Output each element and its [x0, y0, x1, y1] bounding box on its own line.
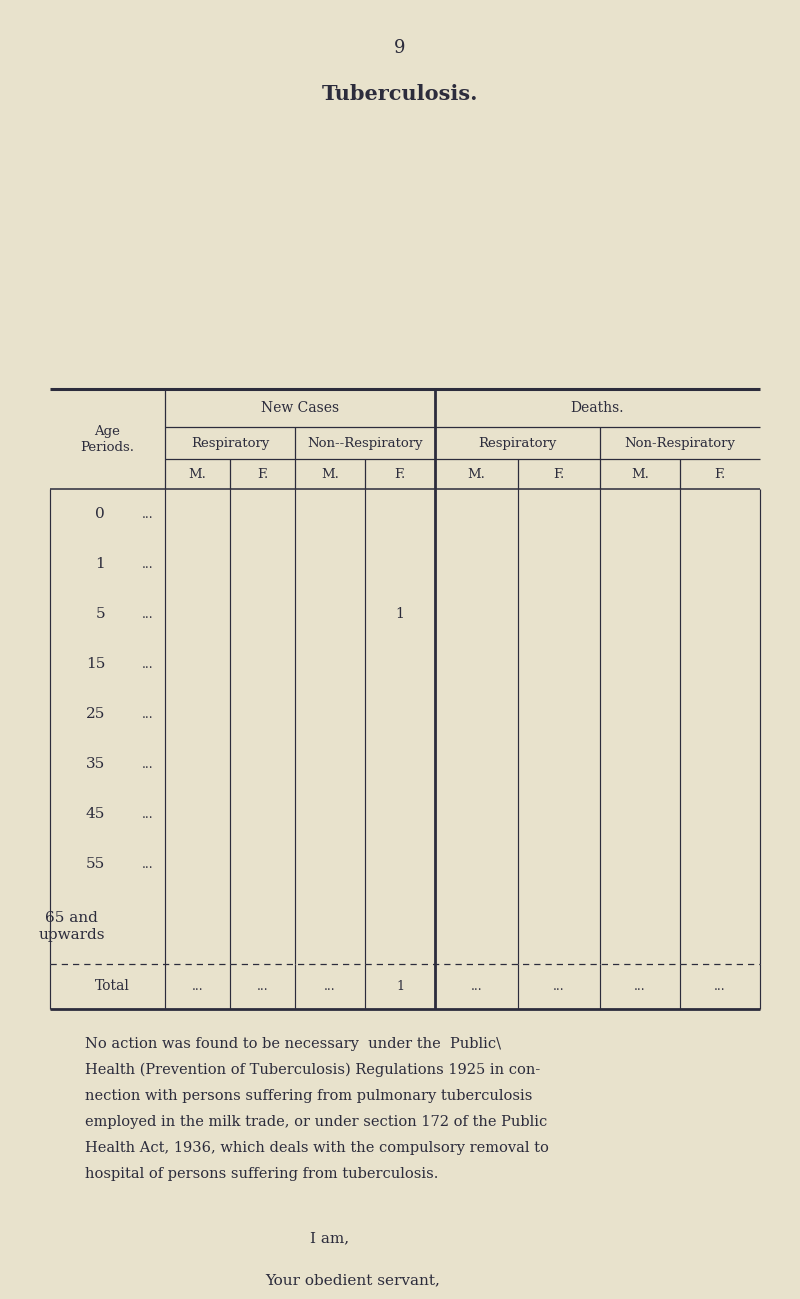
- Text: 1: 1: [95, 557, 105, 572]
- Text: 55: 55: [86, 857, 105, 872]
- Text: No action was found to be necessary  under the  Public\: No action was found to be necessary unde…: [85, 1037, 501, 1051]
- Text: Tuberculosis.: Tuberculosis.: [322, 84, 478, 104]
- Text: ...: ...: [142, 557, 154, 570]
- Text: ...: ...: [142, 808, 154, 821]
- Text: ...: ...: [553, 979, 565, 992]
- Text: M.: M.: [631, 468, 649, 481]
- Text: ...: ...: [470, 979, 482, 992]
- Text: nection with persons suffering from pulmonary tuberculosis: nection with persons suffering from pulm…: [85, 1089, 532, 1103]
- Text: ...: ...: [142, 857, 154, 870]
- Text: Non-Respiratory: Non-Respiratory: [625, 436, 735, 449]
- Text: 1: 1: [395, 607, 405, 621]
- Text: 65 and
upwards: 65 and upwards: [38, 912, 105, 942]
- Text: ...: ...: [142, 757, 154, 770]
- Text: 1: 1: [396, 979, 404, 992]
- Text: ...: ...: [142, 508, 154, 521]
- Text: 9: 9: [394, 39, 406, 57]
- Text: ...: ...: [257, 979, 268, 992]
- Text: F.: F.: [257, 468, 268, 481]
- Text: ...: ...: [634, 979, 646, 992]
- Text: Total: Total: [95, 979, 130, 994]
- Text: Age: Age: [94, 425, 121, 438]
- Text: ...: ...: [142, 608, 154, 621]
- Text: Respiratory: Respiratory: [191, 436, 269, 449]
- Text: M.: M.: [321, 468, 339, 481]
- Text: 5: 5: [95, 607, 105, 621]
- Text: F.: F.: [553, 468, 564, 481]
- Text: Deaths.: Deaths.: [570, 401, 624, 414]
- Text: Your obedient servant,: Your obedient servant,: [265, 1273, 440, 1287]
- Text: ...: ...: [142, 708, 154, 721]
- Text: hospital of persons suffering from tuberculosis.: hospital of persons suffering from tuber…: [85, 1167, 438, 1181]
- Text: ...: ...: [324, 979, 336, 992]
- Text: I am,: I am,: [310, 1231, 349, 1244]
- Text: F.: F.: [714, 468, 726, 481]
- Text: 25: 25: [86, 707, 105, 721]
- Text: 15: 15: [86, 657, 105, 672]
- Text: ...: ...: [714, 979, 726, 992]
- Text: ...: ...: [192, 979, 203, 992]
- Text: 0: 0: [95, 507, 105, 521]
- Text: Health (Prevention of Tuberculosis) Regulations 1925 in con-: Health (Prevention of Tuberculosis) Regu…: [85, 1063, 540, 1077]
- Text: Non--Respiratory: Non--Respiratory: [307, 436, 423, 449]
- Text: ...: ...: [142, 657, 154, 670]
- Text: 35: 35: [86, 757, 105, 772]
- Text: M.: M.: [189, 468, 206, 481]
- Text: Respiratory: Respiratory: [478, 436, 557, 449]
- Text: F.: F.: [394, 468, 406, 481]
- Text: New Cases: New Cases: [261, 401, 339, 414]
- Text: 45: 45: [86, 807, 105, 821]
- Text: Periods.: Periods.: [81, 440, 134, 453]
- Text: M.: M.: [467, 468, 485, 481]
- Text: Health Act, 1936, which deals with the compulsory removal to: Health Act, 1936, which deals with the c…: [85, 1141, 549, 1155]
- Text: employed in the milk trade, or under section 172 of the Public: employed in the milk trade, or under sec…: [85, 1115, 547, 1129]
